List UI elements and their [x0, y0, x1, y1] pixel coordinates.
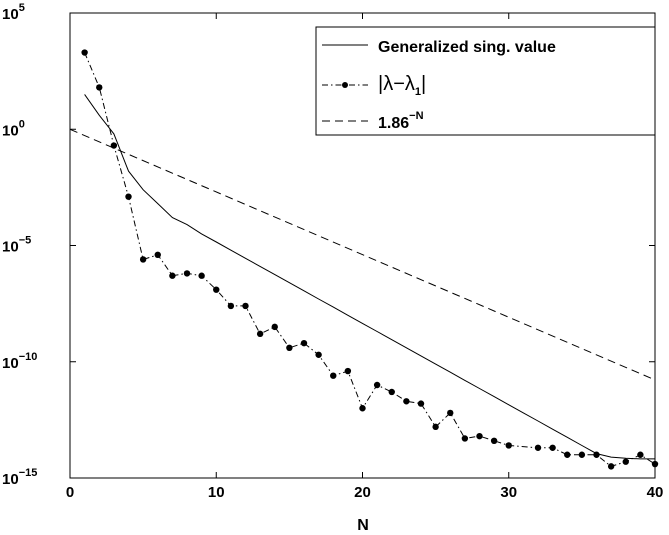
data-point: [110, 142, 118, 149]
data-point: [213, 286, 220, 293]
data-point: [154, 251, 161, 258]
data-point: [198, 272, 205, 279]
data-point: [593, 451, 600, 458]
data-point: [505, 442, 512, 449]
series-line-2: [69, 128, 656, 381]
data-point: [256, 330, 264, 338]
data-point: [549, 444, 556, 451]
data-point: [637, 451, 644, 458]
data-point: [183, 270, 191, 277]
x-axis-title: N: [357, 517, 369, 534]
x-tick-label: 40: [647, 484, 664, 501]
data-point: [651, 460, 659, 468]
legend-label-ref: 1.86−N: [378, 110, 424, 132]
data-point: [242, 302, 249, 310]
legend-swatch-lambda-marker: [342, 82, 348, 88]
data-point: [417, 400, 425, 407]
data-point: [96, 84, 103, 91]
data-point: [490, 437, 498, 444]
x-tick-label: 20: [354, 484, 371, 501]
data-point: [344, 367, 352, 375]
data-point: [271, 323, 278, 331]
data-point: [403, 398, 410, 405]
legend-label-lambda: |λ−λ1|: [378, 73, 426, 98]
y-axis: 105 100 10−5 10−10 10−15: [2, 2, 655, 488]
y-tick-label: 10−10: [2, 351, 37, 372]
data-point: [476, 432, 483, 440]
legend-label-generalized: Generalized sing. value: [378, 39, 556, 56]
data-point: [461, 435, 469, 442]
data-point: [534, 444, 542, 451]
data-point: [300, 339, 308, 347]
x-tick-label: 10: [208, 484, 225, 501]
x-tick-label: 0: [66, 484, 74, 501]
x-axis: 0 10 20 30 40: [66, 13, 664, 501]
data-point: [227, 302, 235, 310]
data-point: [330, 372, 337, 379]
series-layer: [69, 49, 659, 470]
data-point: [447, 409, 454, 417]
data-point: [578, 451, 586, 458]
data-point: [564, 451, 571, 458]
y-tick-label: 10−5: [2, 235, 31, 256]
y-tick-label: 105: [2, 2, 25, 23]
data-point: [139, 256, 147, 263]
x-tick-label: 30: [500, 484, 517, 501]
data-point: [286, 344, 293, 351]
data-point: [125, 193, 132, 200]
data-point: [388, 388, 395, 396]
data-point: [607, 463, 615, 470]
data-point: [169, 272, 176, 279]
y-tick-label: 100: [2, 118, 25, 139]
data-point: [359, 405, 366, 412]
y-tick-label: 10−15: [2, 467, 37, 488]
series-line-0: [84, 94, 655, 460]
data-point: [432, 423, 439, 431]
legend-box: [315, 26, 656, 136]
data-point: [622, 458, 629, 465]
data-point: [81, 49, 88, 56]
data-point: [373, 381, 381, 389]
data-point: [315, 351, 322, 358]
legend: Generalized sing. value |λ−λ1| 1.86−N: [315, 26, 656, 136]
